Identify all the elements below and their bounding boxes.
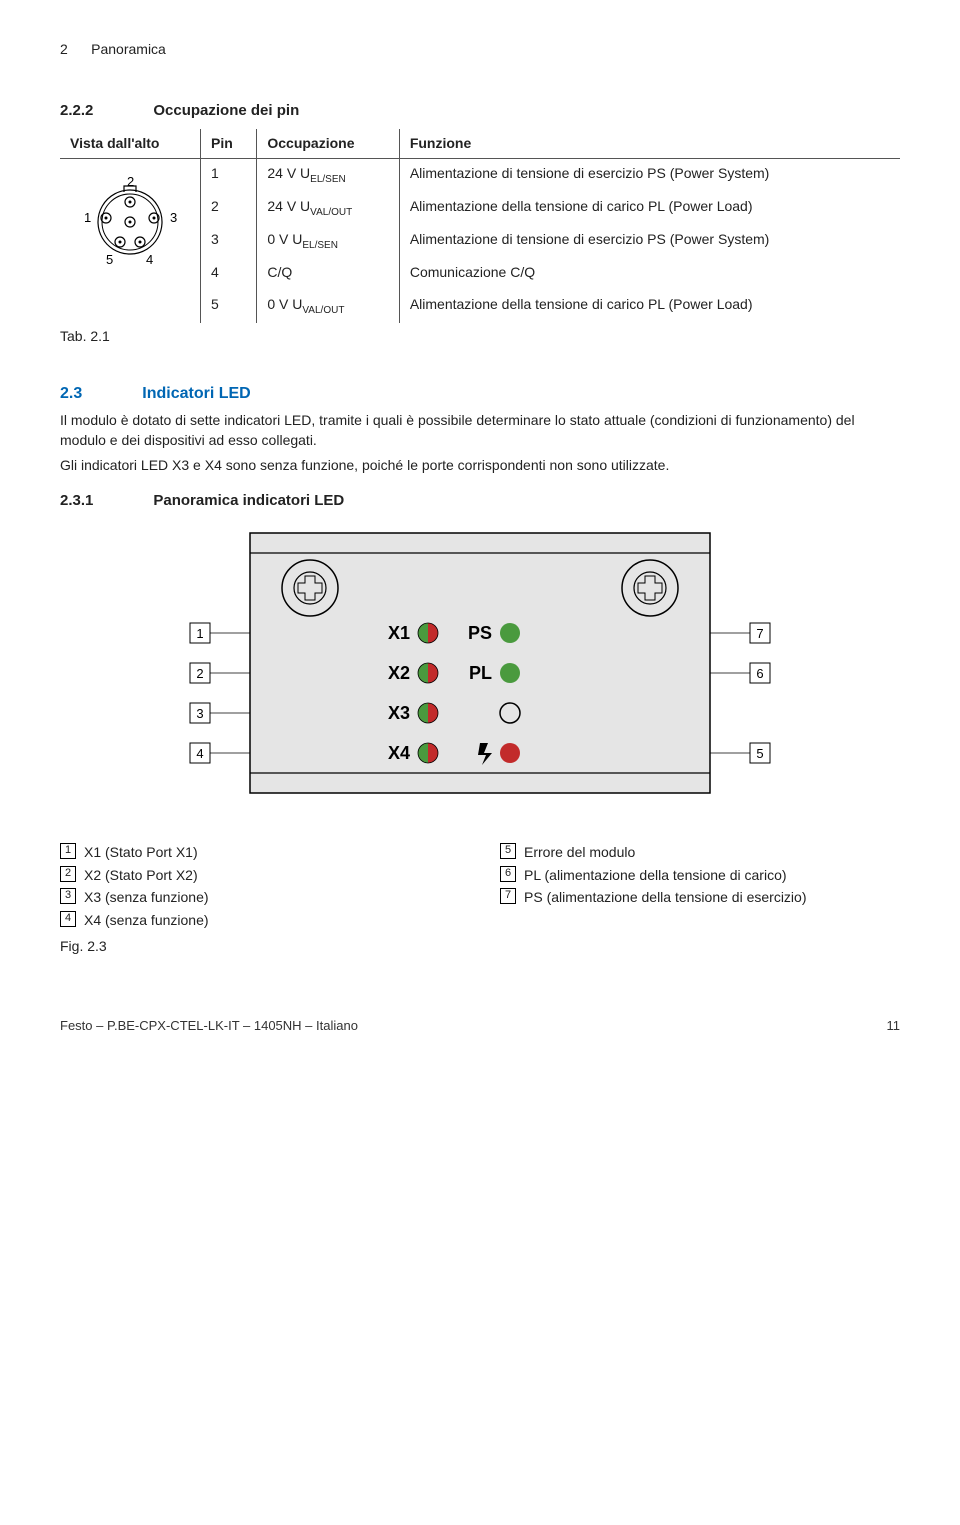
svg-text:2: 2 xyxy=(127,174,134,189)
svg-text:2: 2 xyxy=(196,666,203,681)
legend-num: 5 xyxy=(500,843,516,859)
legend-num: 2 xyxy=(60,866,76,882)
subsection-title: Occupazione dei pin xyxy=(153,100,299,121)
legend-text: X4 (senza funzione) xyxy=(84,911,209,931)
footer-left: Festo – P.BE-CPX-CTEL-LK-IT – 1405NH – I… xyxy=(60,1017,358,1035)
th-view: Vista dall'alto xyxy=(60,129,201,159)
pin-cell: 2 xyxy=(201,192,257,225)
svg-text:PL: PL xyxy=(469,663,492,683)
legend-num: 1 xyxy=(60,843,76,859)
occ-cell: 24 V UEL/SEN xyxy=(257,159,399,192)
subsection-num: 2.2.2 xyxy=(60,100,93,121)
func-cell: Alimentazione di tensione di esercizio P… xyxy=(399,225,900,258)
subsection-num: 2.3.1 xyxy=(60,490,93,511)
legend: 1 X1 (Stato Port X1) 2 X2 (Stato Port X2) 3X… xyxy=(60,843,900,933)
legend-num: 7 xyxy=(500,888,516,904)
pin-cell: 3 xyxy=(201,225,257,258)
func-cell: Alimentazione di tensione di esercizio P… xyxy=(399,159,900,192)
svg-text:4: 4 xyxy=(146,252,153,267)
section-num: 2.3 xyxy=(60,383,82,405)
connector-cell: 1 2 3 4 5 xyxy=(60,159,201,323)
connector-diagram: 1 2 3 4 5 xyxy=(70,164,190,274)
legend-text: PS (alimentazione della tensione di eser… xyxy=(524,888,806,908)
chapter-num: 2 xyxy=(60,41,68,57)
pin-block: Vista dall'alto Pin Occupazione Funzione… xyxy=(60,129,900,324)
pin-table: Vista dall'alto Pin Occupazione Funzione… xyxy=(60,129,900,324)
legend-row: 4 X4 (senza funzione) xyxy=(60,911,460,931)
legend-num: 4 xyxy=(60,911,76,927)
svg-text:7: 7 xyxy=(756,626,763,641)
subsection-header-pin: 2.2.2 Occupazione dei pin xyxy=(60,100,900,121)
svg-text:1: 1 xyxy=(196,626,203,641)
svg-text:PS: PS xyxy=(468,623,492,643)
section-title: Indicatori LED xyxy=(142,383,250,405)
legend-row: 5 Errore del modulo xyxy=(500,843,900,863)
svg-text:X3: X3 xyxy=(388,703,410,723)
func-cell: Alimentazione della tensione di carico P… xyxy=(399,192,900,225)
legend-num: 6 xyxy=(500,866,516,882)
legend-text: Errore del modulo xyxy=(524,843,635,863)
legend-num: 3 xyxy=(60,888,76,904)
occ-cell: 0 V UEL/SEN xyxy=(257,225,399,258)
svg-text:6: 6 xyxy=(756,666,763,681)
pin-cell: 4 xyxy=(201,258,257,291)
subsection-header-ledpan: 2.3.1 Panoramica indicatori LED xyxy=(60,490,900,511)
legend-col-left: 1 X1 (Stato Port X1) 2 X2 (Stato Port X2) 3X… xyxy=(60,843,460,933)
occ-cell: 24 V UVAL/OUT xyxy=(257,192,399,225)
device-diagram: X1 X2 X3 X4 PS PL 1 2 3 4 7 6 5 xyxy=(170,523,790,803)
legend-text: X1 (Stato Port X1) xyxy=(84,843,198,863)
legend-row: 3 X3 (senza funzione) xyxy=(60,888,460,908)
table-caption: Tab. 2.1 xyxy=(60,327,900,347)
svg-text:5: 5 xyxy=(756,746,763,761)
subsection-title: Panoramica indicatori LED xyxy=(153,490,344,511)
svg-text:X2: X2 xyxy=(388,663,410,683)
legend-row: 7 PS (alimentazione della tensione di ese… xyxy=(500,888,900,908)
legend-row: 1 X1 (Stato Port X1) xyxy=(60,843,460,863)
svg-text:5: 5 xyxy=(106,252,113,267)
pin-cell: 1 xyxy=(201,159,257,192)
svg-text:3: 3 xyxy=(170,210,177,225)
legend-text: X3 (senza funzione) xyxy=(84,888,209,908)
chapter-title: Panoramica xyxy=(91,41,166,57)
footer-right: 11 xyxy=(887,1017,901,1035)
func-cell: Comunicazione C/Q xyxy=(399,258,900,291)
legend-col-right: 5 Errore del modulo 6 PL (alimentazione del… xyxy=(500,843,900,933)
th-func: Funzione xyxy=(399,129,900,159)
section-header-led: 2.3 Indicatori LED xyxy=(60,383,900,405)
figure-caption: Fig. 2.3 xyxy=(60,937,900,957)
svg-text:X4: X4 xyxy=(388,743,410,763)
svg-text:X1: X1 xyxy=(388,623,410,643)
led-para-1: Il modulo è dotato di sette indicatori L… xyxy=(60,411,900,450)
legend-row: 2 X2 (Stato Port X2) xyxy=(60,866,460,886)
footer: Festo – P.BE-CPX-CTEL-LK-IT – 1405NH – I… xyxy=(60,1017,900,1035)
page-header: 2 Panoramica xyxy=(60,40,900,60)
occ-cell: 0 V UVAL/OUT xyxy=(257,290,399,323)
legend-text: X2 (Stato Port X2) xyxy=(84,866,198,886)
pin-cell: 5 xyxy=(201,290,257,323)
th-pin: Pin xyxy=(201,129,257,159)
legend-text: PL (alimentazione della tensione di cari… xyxy=(524,866,787,886)
legend-row: 6 PL (alimentazione della tensione di car… xyxy=(500,866,900,886)
func-cell: Alimentazione della tensione di carico P… xyxy=(399,290,900,323)
svg-text:3: 3 xyxy=(196,706,203,721)
svg-text:4: 4 xyxy=(196,746,203,761)
svg-text:1: 1 xyxy=(84,210,91,225)
led-para-2: Gli indicatori LED X3 e X4 sono senza fu… xyxy=(60,456,900,476)
device-figure: X1 X2 X3 X4 PS PL 1 2 3 4 7 6 5 xyxy=(60,523,900,803)
occ-cell: C/Q xyxy=(257,258,399,291)
th-occ: Occupazione xyxy=(257,129,399,159)
